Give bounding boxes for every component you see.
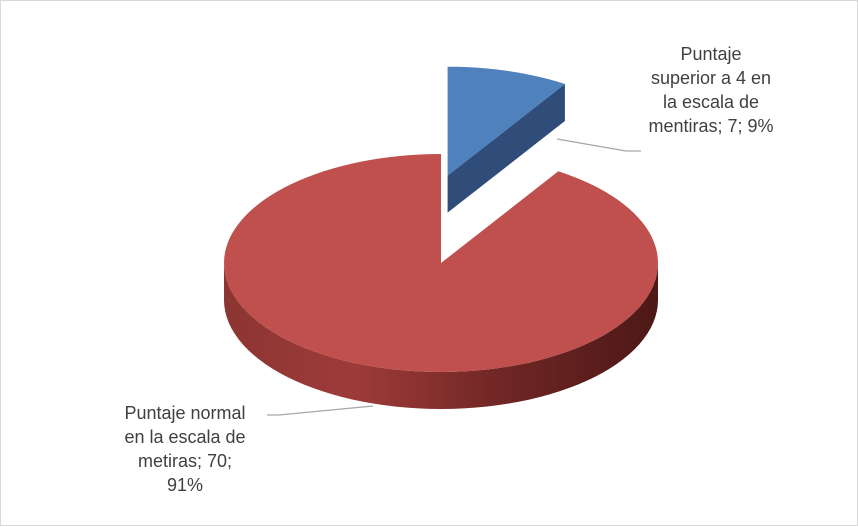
slice-label-normal: Puntaje normal en la escala de metiras; … [101, 401, 269, 497]
slice-cut-superior [447, 83, 565, 213]
slice-label-line: mentiras; 7; 9% [648, 116, 774, 136]
slice-label-line: 91% [166, 475, 204, 495]
slice-label-line: en la escala de [124, 427, 246, 447]
slice-normal [224, 154, 658, 372]
slice-label-line: Puntaje normal [124, 403, 246, 423]
slice-label-line: la escala de [662, 92, 760, 112]
slice-label-line: Puntaje [680, 44, 742, 64]
leader-line-superior [556, 138, 641, 152]
slice-side-normal [224, 263, 658, 409]
slice-label-superior: Puntaje superior a 4 en la escala de men… [621, 42, 801, 138]
slice-label-line: superior a 4 en [650, 68, 772, 88]
slice-label-line: metiras; 70; [137, 451, 233, 471]
leader-line-normal [267, 405, 374, 416]
slice-superior [447, 66, 565, 176]
